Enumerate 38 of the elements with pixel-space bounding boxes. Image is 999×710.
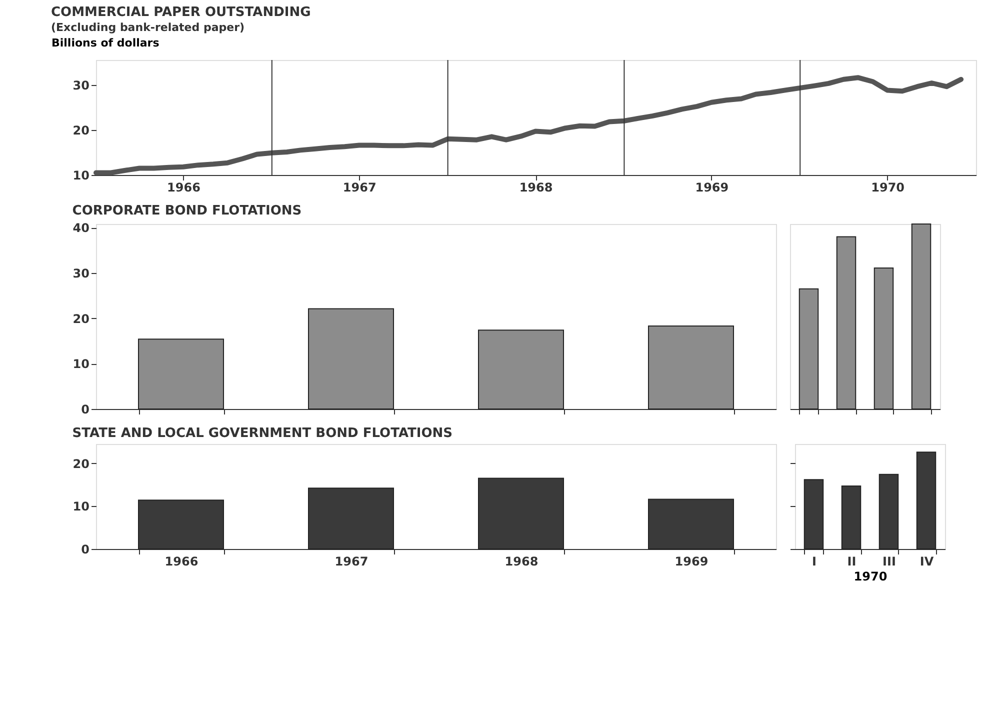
y-tick-label: 0: [81, 402, 90, 416]
y-axis-title: Billions of dollars: [52, 36, 160, 50]
y-tick-label: 10: [72, 168, 90, 182]
bar: [308, 308, 394, 410]
x-tick-label: 1970: [871, 180, 905, 194]
y-tick-label: 40: [72, 221, 90, 236]
x-axis-title: 1970: [854, 570, 888, 584]
bar: [478, 330, 564, 410]
x-tick-label: 1968: [504, 554, 538, 568]
chart-subtitle: (Excluding bank-related paper): [51, 21, 245, 34]
y-tick-label: 0: [81, 542, 90, 556]
x-tick-label: 1967: [342, 180, 376, 194]
x-tick-label: 1968: [519, 180, 553, 194]
y-tick-label: 20: [72, 123, 90, 138]
x-tick-label: II: [847, 554, 856, 568]
x-tick-label: 1966: [167, 180, 200, 194]
x-tick-label: 1966: [164, 554, 198, 568]
y-tick-label: 20: [72, 456, 90, 471]
x-tick-label: 1969: [674, 554, 708, 568]
x-tick-label: 1967: [334, 554, 368, 568]
bar: [138, 338, 224, 410]
bar: [911, 224, 932, 410]
y-tick-label: 10: [72, 500, 90, 514]
chart-title: STATE AND LOCAL GOVERNMENT BOND FLOTATIONS: [72, 426, 453, 441]
chart-title: COMMERCIAL PAPER OUTSTANDING: [51, 5, 311, 20]
y-tick-label: 10: [72, 357, 90, 372]
bar: [874, 268, 894, 410]
x-tick-label: III: [882, 554, 896, 568]
x-tick-label: IV: [920, 554, 934, 568]
x-tick-label: I: [812, 554, 816, 568]
y-tick-label: 20: [72, 312, 90, 326]
x-tick-label: 1969: [695, 180, 729, 194]
chart-title: CORPORATE BOND FLOTATIONS: [72, 204, 302, 219]
bar: [798, 288, 819, 410]
y-tick-label: 30: [72, 78, 90, 92]
bar: [836, 236, 856, 410]
y-tick-label: 30: [72, 266, 90, 280]
bar: [648, 326, 734, 410]
